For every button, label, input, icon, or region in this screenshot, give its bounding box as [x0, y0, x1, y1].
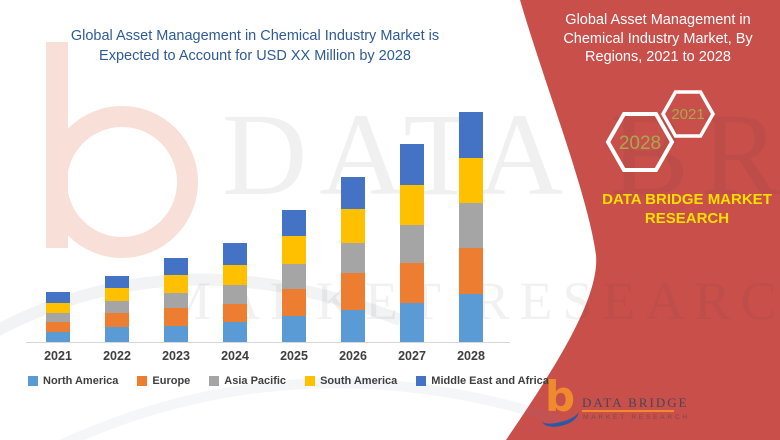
bar-segment-2024-europe	[223, 304, 247, 322]
x-axis-line	[26, 342, 510, 343]
dbmr-logo-brand-text: DATA BRIDGE	[582, 395, 689, 410]
x-axis-label-2024: 2024	[221, 349, 249, 363]
bar-segment-2021-south-america	[46, 303, 70, 313]
chart-title-line2: Expected to Account for USD XX Million b…	[99, 48, 411, 64]
bar-segment-2028-north-america	[459, 294, 483, 342]
legend-label: Middle East and Africa	[431, 375, 549, 387]
legend-swatch-icon	[137, 376, 148, 386]
bar-segment-2024-south-america	[223, 265, 247, 285]
legend-label: Asia Pacific	[224, 375, 287, 387]
legend-swatch-icon	[209, 376, 220, 386]
x-axis-label-2023: 2023	[162, 349, 190, 363]
hexagon-2028	[605, 112, 675, 172]
bar-segment-2026-north-america	[341, 310, 365, 342]
bar-segment-2021-europe	[46, 322, 70, 332]
chart-legend: North America Europe Asia Pacific South Ame…	[28, 375, 549, 387]
bar-segment-2027-middle-east-and-africa	[400, 144, 424, 185]
bar-segment-2025-middle-east-and-africa	[282, 210, 306, 236]
bar-segment-2024-middle-east-and-africa	[223, 243, 247, 265]
bar-segment-2026-middle-east-and-africa	[341, 177, 365, 209]
bar-segment-2021-north-america	[46, 332, 70, 342]
bar-segment-2024-north-america	[223, 322, 247, 342]
legend-item-europe: Europe	[137, 375, 190, 387]
bar-segment-2022-asia-pacific	[105, 301, 129, 313]
bar-segment-2025-asia-pacific	[282, 264, 306, 289]
chart-title: Global Asset Management in Chemical Indu…	[30, 26, 480, 66]
dbmr-logo: b DATA BRIDGE MARKET RESEARCH	[539, 376, 710, 438]
bar-2023	[164, 258, 188, 342]
bar-segment-2025-south-america	[282, 236, 306, 264]
hexagon-2021	[660, 90, 716, 138]
x-axis-label-2021: 2021	[44, 349, 72, 363]
bar-segment-2023-middle-east-and-africa	[164, 258, 188, 275]
bar-segment-2023-north-america	[164, 326, 188, 342]
bar-segment-2028-south-america	[459, 158, 483, 203]
brand-name-text: DATA BRIDGE MARKET RESEARCH	[602, 191, 772, 227]
hexagon-2028-label: 2028	[619, 133, 661, 154]
bar-segment-2027-north-america	[400, 303, 424, 342]
x-axis-label-2026: 2026	[339, 349, 367, 363]
chart-title-line1: Global Asset Management in Chemical Indu…	[70, 28, 440, 44]
bar-segment-2028-europe	[459, 248, 483, 294]
x-axis-label-2027: 2027	[398, 349, 426, 363]
legend-swatch-icon	[28, 376, 38, 386]
bar-segment-2026-asia-pacific	[341, 243, 365, 273]
legend-label: South America	[320, 375, 398, 387]
bar-segment-2025-europe	[282, 289, 306, 316]
bar-segment-2022-south-america	[105, 288, 129, 301]
bar-segment-2024-asia-pacific	[223, 285, 247, 304]
bar-2026	[341, 177, 365, 342]
legend-item-middle-east-and-africa: Middle East and Africa	[416, 375, 549, 387]
bar-segment-2023-south-america	[164, 275, 188, 293]
legend-item-north-america: North America	[28, 375, 118, 387]
legend-item-south-america: South America	[305, 375, 397, 387]
bar-segment-2025-north-america	[282, 316, 306, 342]
bar-segment-2026-europe	[341, 273, 365, 310]
bar-segment-2021-middle-east-and-africa	[46, 292, 70, 303]
bar-segment-2027-south-america	[400, 185, 424, 225]
bar-segment-2027-europe	[400, 263, 424, 303]
bar-2022	[105, 276, 129, 342]
bar-2025	[282, 210, 306, 342]
bar-2028	[459, 112, 483, 342]
hexagon-2021-label: 2021	[671, 106, 704, 123]
bar-segment-2027-asia-pacific	[400, 225, 424, 263]
dbmr-logo-sub-text: MARKET RESEARCH	[583, 414, 690, 421]
legend-swatch-icon	[416, 376, 427, 386]
bar-segment-2022-north-america	[105, 327, 129, 342]
legend-swatch-icon	[305, 376, 316, 386]
x-axis-label-2022: 2022	[103, 349, 131, 363]
bar-segment-2022-middle-east-and-africa	[105, 276, 129, 288]
bar-segment-2021-asia-pacific	[46, 313, 70, 322]
legend-label: Europe	[152, 375, 191, 387]
right-panel-title: Global Asset Management in Chemical Indu…	[563, 12, 753, 65]
x-axis-label-2028: 2028	[457, 349, 485, 363]
x-axis-label-2025: 2025	[280, 349, 308, 363]
bar-segment-2023-europe	[164, 308, 188, 326]
year-hexagon-badges: 2021 2028	[605, 90, 716, 172]
bar-segment-2028-middle-east-and-africa	[459, 112, 483, 158]
legend-item-asia-pacific: Asia Pacific	[209, 375, 286, 387]
legend-label: North America	[43, 375, 119, 387]
bar-2024	[223, 243, 247, 342]
bar-segment-2026-south-america	[341, 209, 365, 243]
dbmr-logo-underline	[582, 410, 674, 412]
bar-2027	[400, 144, 424, 342]
bar-segment-2023-asia-pacific	[164, 293, 188, 308]
bar-2021	[46, 292, 70, 342]
dbmr-logo-b-icon: b	[545, 372, 576, 421]
bar-segment-2028-asia-pacific	[459, 203, 483, 248]
bar-segment-2022-europe	[105, 313, 129, 327]
stacked-bar-chart: 2021 2022 2023 2024 2025 2026 2027 2028 North A…	[26, 112, 549, 387]
